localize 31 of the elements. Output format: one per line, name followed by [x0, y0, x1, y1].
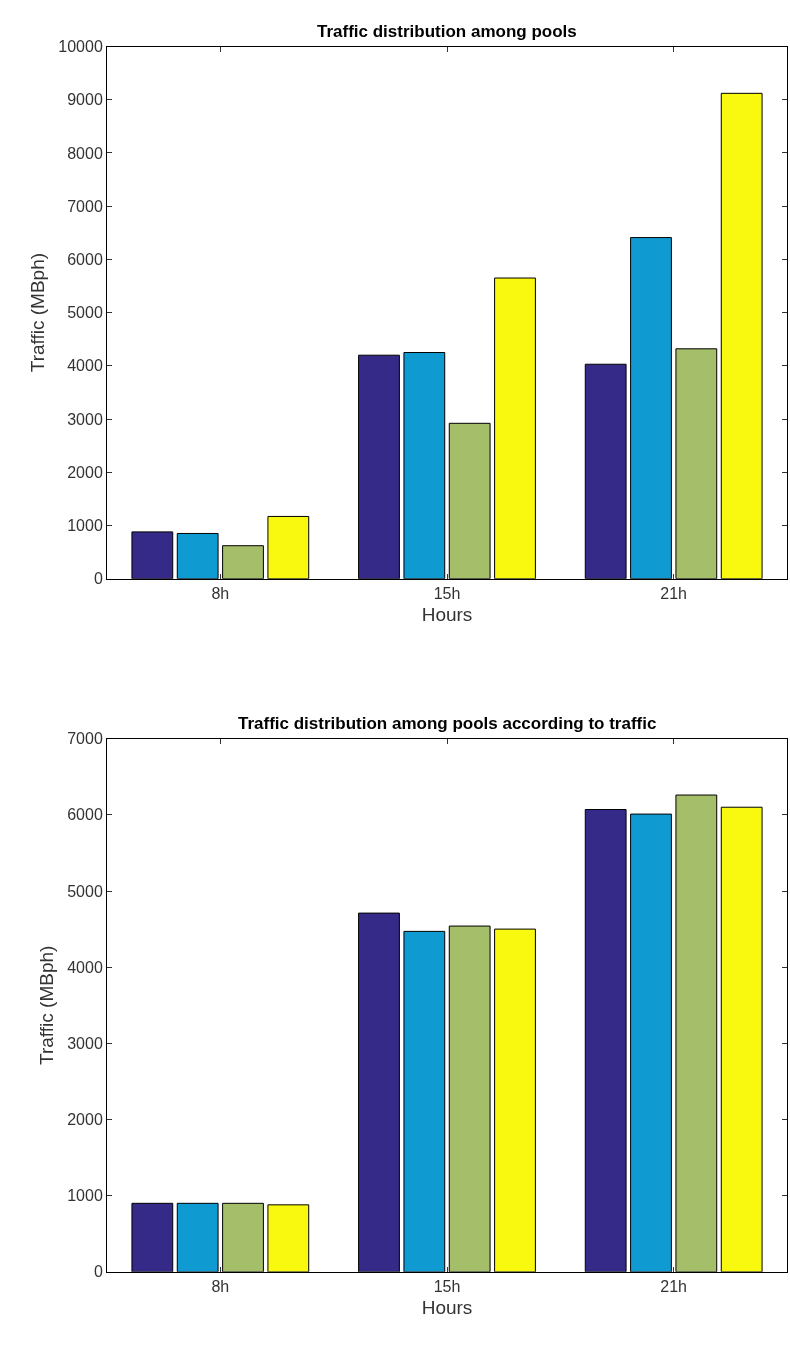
- x-tick-label: 8h: [211, 1278, 230, 1296]
- y-tick-label: 3000: [67, 410, 103, 428]
- y-tick-label: 6000: [67, 806, 103, 824]
- y-tick-label: 0: [93, 570, 103, 588]
- y-tick-label: 8000: [67, 144, 103, 162]
- y-axis-title: Traffic (MBph): [27, 252, 49, 373]
- y-tick-label: 0: [93, 1263, 103, 1281]
- chart-title: Traffic distribution among pools: [317, 22, 577, 41]
- y-tick-label: 2000: [67, 463, 103, 481]
- y-tick-label: 9000: [67, 91, 103, 109]
- x-axis-title: Hours: [421, 603, 473, 625]
- x-tick-label: 15h: [433, 584, 461, 602]
- x-tick-label: 15h: [433, 1278, 461, 1296]
- x-tick-label: 21h: [660, 1278, 688, 1296]
- y-tick-label: 5000: [67, 882, 103, 900]
- y-tick-label: 1000: [67, 517, 103, 535]
- y-tick-label: 3000: [67, 1034, 103, 1052]
- y-tick-label: 10000: [58, 38, 103, 56]
- y-tick-label: 7000: [67, 197, 103, 215]
- y-tick-label: 7000: [67, 730, 103, 748]
- y-tick-label: 2000: [67, 1111, 103, 1129]
- x-axis-title: Hours: [421, 1296, 473, 1318]
- chart-title: Traffic distribution among pools according to traffic: [238, 714, 657, 733]
- y-tick-label: 1000: [67, 1187, 103, 1205]
- y-tick-label: 4000: [67, 958, 103, 976]
- x-tick-label: 21h: [660, 584, 688, 602]
- y-tick-label: 5000: [67, 304, 103, 322]
- y-tick-label: 6000: [67, 250, 103, 268]
- x-tick-label: 8h: [211, 584, 230, 602]
- y-tick-label: 4000: [67, 357, 103, 375]
- y-axis-title: Traffic (MBph): [36, 945, 58, 1065]
